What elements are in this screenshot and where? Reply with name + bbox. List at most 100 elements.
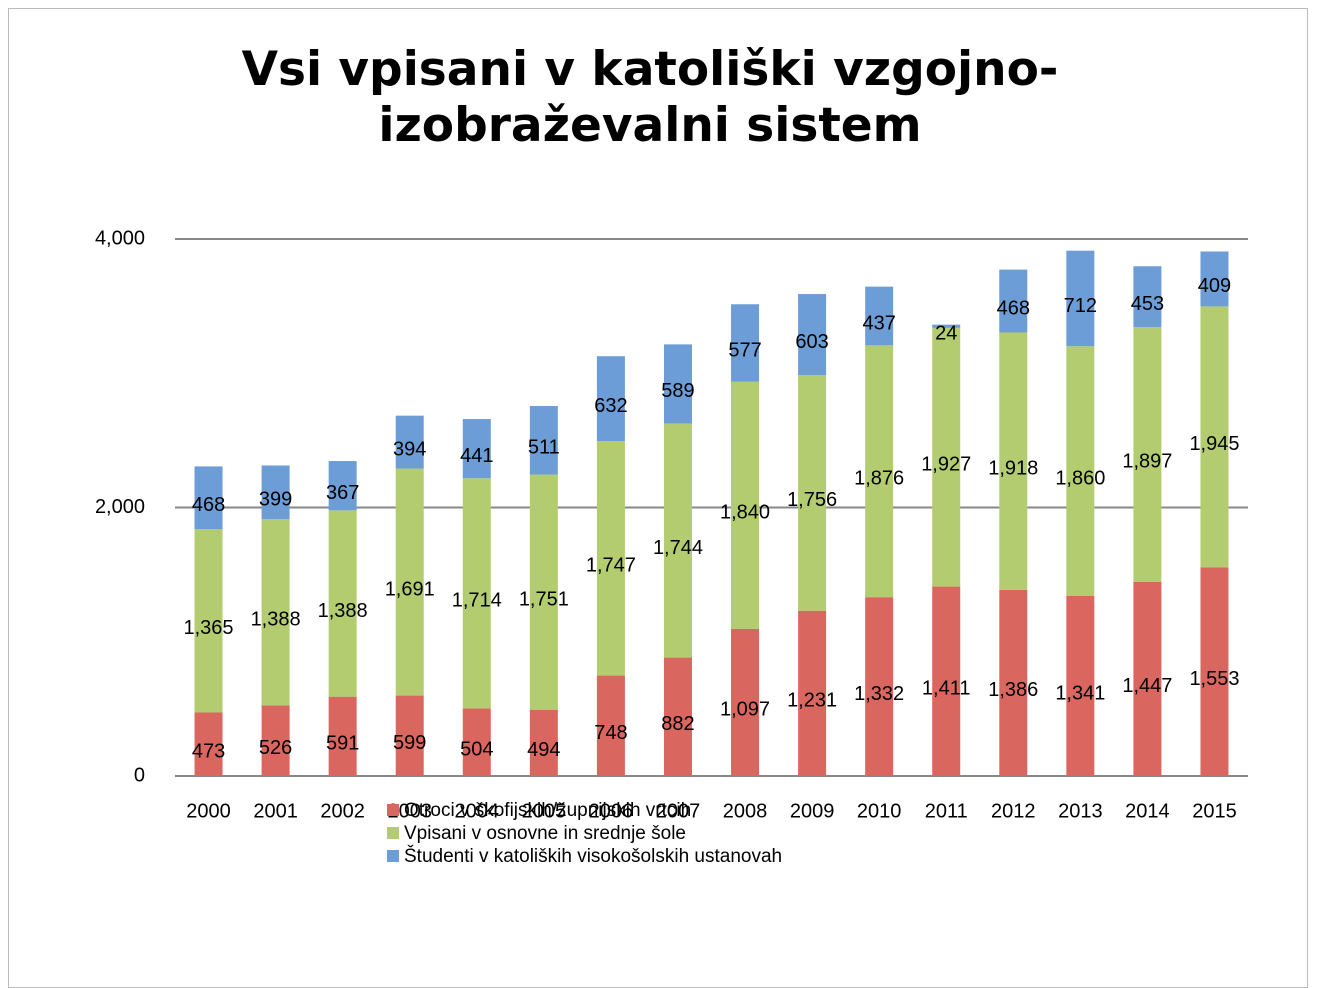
data-label: 1,386 bbox=[988, 679, 1038, 701]
bar-segment bbox=[328, 461, 357, 511]
data-label: 409 bbox=[1198, 275, 1231, 297]
legend-label: Vpisani v osnovne in srednje šole bbox=[404, 823, 686, 844]
x-tick-label: 2010 bbox=[857, 800, 902, 822]
data-label: 1,097 bbox=[720, 699, 770, 721]
bar-segment bbox=[261, 465, 290, 520]
data-label: 1,927 bbox=[921, 454, 971, 476]
bar-segment bbox=[596, 441, 625, 676]
data-label: 1,365 bbox=[184, 617, 234, 639]
bar-segment bbox=[865, 597, 894, 776]
data-label: 437 bbox=[862, 312, 895, 334]
data-label: 1,747 bbox=[586, 555, 636, 577]
data-label: 1,744 bbox=[653, 537, 703, 559]
bar-segment bbox=[261, 519, 290, 706]
bar-segment bbox=[529, 474, 558, 710]
data-label: 1,388 bbox=[251, 608, 301, 630]
data-label: 1,231 bbox=[787, 690, 837, 712]
bar-segment bbox=[865, 345, 894, 598]
data-label: 1,756 bbox=[787, 489, 837, 511]
data-label: 367 bbox=[326, 482, 359, 504]
chart-title: Vsi vpisani v katoliški vzgojno-izobraže… bbox=[241, 42, 1059, 153]
data-label: 1,945 bbox=[1189, 433, 1239, 455]
data-label: 589 bbox=[661, 380, 694, 402]
data-label: 399 bbox=[259, 489, 292, 511]
x-tick-label: 2000 bbox=[186, 800, 231, 822]
bar-segment bbox=[194, 712, 223, 776]
bar-segment bbox=[1066, 346, 1095, 596]
x-tick-label: 2012 bbox=[991, 800, 1036, 822]
data-label: 748 bbox=[594, 722, 627, 744]
bar-segment bbox=[529, 406, 558, 475]
x-tick-label: 2007 bbox=[656, 800, 701, 822]
bar-segment bbox=[328, 696, 357, 776]
data-label: 504 bbox=[460, 738, 493, 760]
bar-segment bbox=[663, 423, 692, 658]
bar-segment bbox=[1066, 595, 1095, 776]
data-label: 453 bbox=[1131, 293, 1164, 315]
data-label: 599 bbox=[393, 732, 426, 754]
bar-segment bbox=[999, 269, 1028, 333]
legend-swatch bbox=[387, 827, 399, 839]
bar-segment bbox=[1133, 266, 1162, 328]
bar-segment bbox=[731, 628, 760, 776]
data-label: 632 bbox=[594, 395, 627, 417]
legend-label: Študenti v katoliških visokošolskih usta… bbox=[404, 845, 782, 867]
x-tick-label: 2005 bbox=[522, 800, 567, 822]
bar-segment bbox=[261, 705, 290, 776]
legend-swatch bbox=[387, 804, 399, 816]
bar-segment bbox=[328, 510, 357, 697]
data-label: 511 bbox=[528, 437, 560, 459]
bar-segment bbox=[932, 327, 961, 587]
bar-segment bbox=[1066, 250, 1095, 347]
legend-swatch bbox=[387, 850, 399, 862]
x-tick-label: 2001 bbox=[253, 800, 298, 822]
data-label: 394 bbox=[393, 438, 426, 460]
x-tick-label: 2004 bbox=[455, 800, 500, 822]
bar-segment bbox=[731, 381, 760, 629]
data-label: 1,332 bbox=[854, 683, 904, 705]
data-label: 1,341 bbox=[1055, 682, 1105, 704]
data-label: 1,411 bbox=[922, 678, 971, 700]
data-label: 468 bbox=[997, 297, 1030, 319]
bar-segment bbox=[395, 468, 424, 696]
bar-segment bbox=[395, 695, 424, 776]
data-label: 526 bbox=[259, 737, 292, 759]
bar-segment bbox=[1200, 306, 1229, 568]
bar-segment bbox=[731, 304, 760, 382]
x-tick-label: 2011 bbox=[925, 800, 968, 822]
x-tick-label: 2008 bbox=[723, 800, 768, 822]
data-label: 603 bbox=[795, 331, 828, 353]
bar-segment bbox=[663, 344, 692, 424]
bar-segment bbox=[798, 294, 827, 375]
bar-segment bbox=[395, 415, 424, 469]
bar-segment bbox=[1200, 251, 1229, 307]
x-tick-label: 2002 bbox=[320, 800, 365, 822]
bar-segment bbox=[462, 419, 491, 479]
bar-segment bbox=[462, 708, 491, 776]
bar-segment bbox=[194, 466, 223, 530]
legend-label: Otroci v škofijskih/župnijskih vrtcih bbox=[404, 800, 691, 821]
bar-segment bbox=[529, 709, 558, 776]
bar-segment bbox=[999, 332, 1028, 590]
data-label: 1,691 bbox=[385, 578, 435, 600]
bar-segment bbox=[462, 478, 491, 709]
bar-segment bbox=[663, 657, 692, 776]
data-label: 1,860 bbox=[1055, 467, 1105, 489]
data-label: 468 bbox=[192, 494, 225, 516]
bar-segment bbox=[1133, 581, 1162, 776]
data-label: 1,751 bbox=[519, 588, 569, 610]
data-label: 591 bbox=[326, 733, 359, 755]
bar-segment bbox=[932, 586, 961, 776]
data-label: 441 bbox=[460, 445, 493, 467]
bar-segment bbox=[1133, 327, 1162, 582]
data-label: 24 bbox=[935, 323, 957, 345]
data-label: 1,388 bbox=[318, 600, 368, 622]
data-label: 1,876 bbox=[854, 468, 904, 490]
bar-segment bbox=[798, 610, 827, 776]
x-tick-label: 2006 bbox=[589, 800, 634, 822]
x-tick-label: 2013 bbox=[1058, 800, 1103, 822]
y-tick-label: 0 bbox=[134, 764, 145, 786]
bar-segment bbox=[596, 675, 625, 776]
